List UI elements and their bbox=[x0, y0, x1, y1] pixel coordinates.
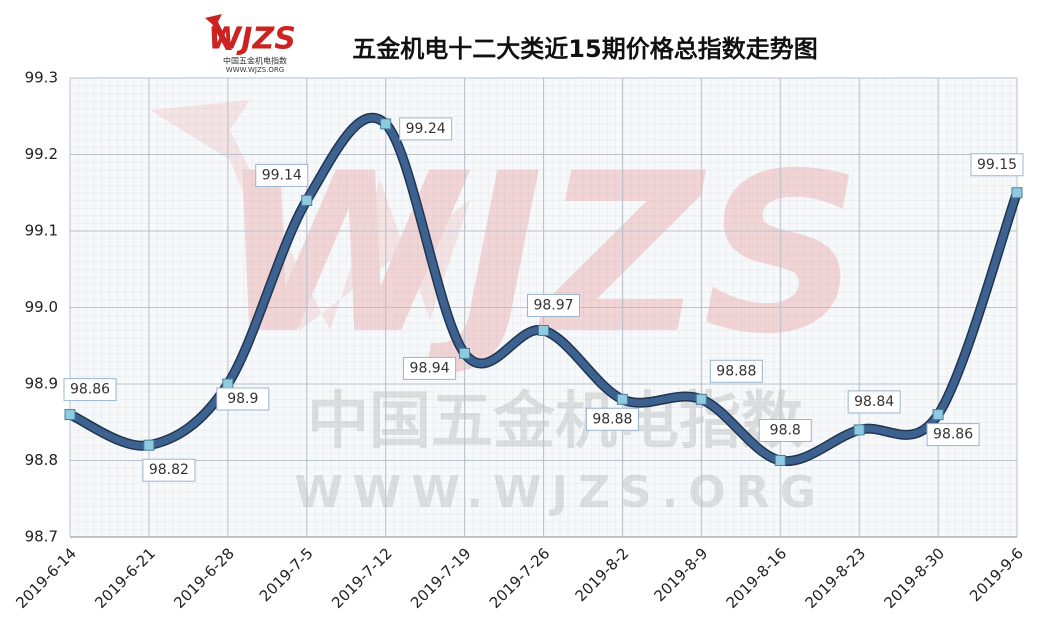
watermark-name: 中国五金机电指数 bbox=[307, 384, 803, 457]
logo-text: WJZS bbox=[208, 22, 296, 57]
marker bbox=[538, 324, 549, 336]
value-label: 99.15 bbox=[977, 157, 1017, 173]
marker bbox=[380, 118, 392, 130]
logo-arrow bbox=[205, 14, 232, 50]
value-label: 99.14 bbox=[262, 167, 302, 183]
value-label-box bbox=[585, 407, 639, 431]
y-tick-label: 99.0 bbox=[25, 298, 58, 316]
x-tick-label: 2019-7-19 bbox=[407, 544, 475, 612]
x-tick-label: 2019-8-16 bbox=[723, 544, 791, 612]
marker bbox=[932, 409, 944, 421]
marker bbox=[64, 409, 76, 421]
value-label-box bbox=[758, 419, 812, 442]
x-tick-label: 2019-7-5 bbox=[256, 544, 317, 605]
y-tick-label: 98.7 bbox=[25, 528, 58, 546]
marker bbox=[695, 393, 707, 405]
value-label: 98.88 bbox=[716, 363, 756, 379]
x-tick-label: 2019-7-26 bbox=[486, 544, 554, 612]
value-label-box bbox=[403, 356, 457, 380]
x-tick-label: 2019-6-28 bbox=[170, 544, 238, 612]
x-tick-label: 2019-6-14 bbox=[12, 544, 80, 612]
x-tick-label: 2019-8-2 bbox=[572, 544, 633, 605]
value-label: 98.97 bbox=[533, 297, 573, 313]
y-tick-label: 99.2 bbox=[25, 145, 58, 163]
value-label-box bbox=[527, 293, 580, 317]
logo-url: WWW.WJZS.ORG bbox=[226, 66, 284, 74]
value-label-box bbox=[926, 423, 980, 447]
logo-name: 中国五金机电指数 bbox=[223, 56, 287, 66]
value-label: 98.94 bbox=[410, 360, 450, 376]
value-label-box bbox=[216, 387, 270, 411]
watermark-logo: WJZS bbox=[219, 126, 862, 382]
marker bbox=[774, 455, 786, 466]
y-tick-label: 98.8 bbox=[25, 451, 58, 469]
value-label-box bbox=[142, 458, 196, 482]
y-tick-label: 99.1 bbox=[25, 222, 58, 240]
value-label-box bbox=[970, 153, 1024, 177]
y-tick-label: 98.9 bbox=[25, 375, 58, 393]
x-tick-label: 2019-8-23 bbox=[802, 544, 870, 612]
y-tick-label: 99.3 bbox=[25, 69, 58, 87]
x-tick-label: 2019-6-21 bbox=[91, 544, 159, 612]
marker bbox=[143, 439, 155, 451]
marker bbox=[1011, 187, 1023, 199]
value-label: 98.86 bbox=[933, 427, 973, 443]
value-label: 98.86 bbox=[70, 382, 110, 398]
marker bbox=[853, 424, 865, 436]
logo: WJZS 中国五金机电指数 WWW.WJZS.ORG bbox=[205, 14, 296, 74]
watermark-arrow bbox=[150, 100, 470, 330]
chart-title: 五金机电十二大类近15期价格总指数走势图 bbox=[352, 35, 817, 63]
value-label-box bbox=[847, 390, 901, 414]
value-label-box bbox=[255, 163, 309, 187]
marker bbox=[616, 393, 628, 405]
value-label-box bbox=[63, 378, 117, 402]
value-label-box bbox=[399, 117, 453, 141]
value-label: 98.9 bbox=[227, 391, 258, 407]
watermark-url: WWW.WJZS.ORG bbox=[294, 467, 825, 518]
value-label: 98.84 bbox=[854, 394, 894, 410]
x-tick-label: 2019-8-30 bbox=[880, 544, 948, 612]
value-label: 98.88 bbox=[592, 411, 632, 427]
line bbox=[66, 114, 1021, 465]
value-label: 98.82 bbox=[149, 462, 189, 478]
marker bbox=[301, 194, 313, 206]
x-tick-label: 2019-9-6 bbox=[966, 544, 1027, 605]
value-label-box bbox=[709, 359, 763, 383]
value-label: 98.8 bbox=[770, 423, 801, 439]
x-tick-label: 2019-8-9 bbox=[650, 544, 711, 605]
x-tick-label: 2019-7-12 bbox=[328, 544, 396, 612]
marker bbox=[459, 347, 471, 359]
value-label: 99.24 bbox=[406, 121, 446, 137]
